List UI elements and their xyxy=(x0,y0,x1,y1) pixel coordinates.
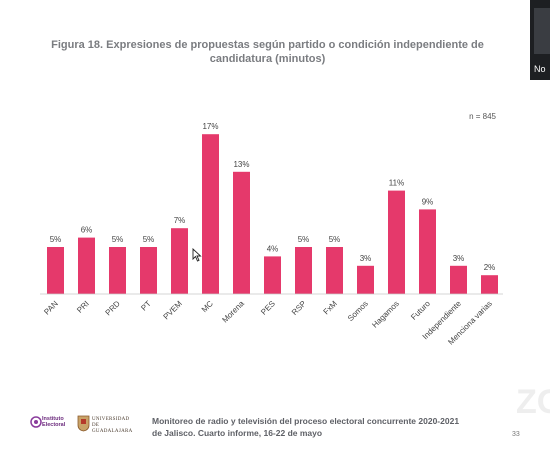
data-label-pes: 4% xyxy=(267,244,279,253)
page-number: 33 xyxy=(512,431,520,438)
udg-seal-icon xyxy=(77,415,90,432)
bar-somos xyxy=(357,265,374,294)
data-label-fxm: 5% xyxy=(329,235,341,244)
footer-line-2: de Jalisco. Cuarto informe, 16-22 de may… xyxy=(152,428,323,438)
tick-label-rsp: RSP xyxy=(290,299,308,317)
tick-label-fxm: FxM xyxy=(322,299,340,317)
bar-morena xyxy=(233,171,250,294)
tick-label-futuro: Futuro xyxy=(409,299,432,322)
bar-pt xyxy=(140,247,157,294)
zoom-watermark: ZO xyxy=(516,383,550,421)
tick-label-pt: PT xyxy=(139,299,153,313)
bar-pan xyxy=(47,247,64,294)
footer-caption: Monitoreo de radio y televisión del proc… xyxy=(152,415,492,439)
tick-label-pes: PES xyxy=(259,299,277,317)
bar-hagamos xyxy=(388,190,405,294)
data-label-pt: 5% xyxy=(143,235,155,244)
bar-menciona-varias xyxy=(481,275,498,294)
tick-label-prd: PRD xyxy=(104,299,122,317)
tick-label-hagamos: Hagamos xyxy=(370,299,401,330)
bar-fxm xyxy=(326,247,343,294)
tick-label-pan: PAN xyxy=(42,299,60,317)
sample-size-note: n = 845 xyxy=(469,112,496,121)
bar-pvem xyxy=(171,228,188,294)
data-label-hagamos: 11% xyxy=(389,179,404,188)
bar-mc xyxy=(202,134,219,294)
participant-name-label: No xyxy=(534,64,546,74)
data-label-prd: 5% xyxy=(112,235,124,244)
data-label-pri: 6% xyxy=(81,226,93,235)
data-label-morena: 13% xyxy=(233,160,249,169)
tick-label-somos: Somos xyxy=(346,299,370,323)
chart-title: Figura 18. Expresiones de propuestas seg… xyxy=(51,39,484,65)
tick-label-mc: MC xyxy=(200,299,215,314)
bar-rsp xyxy=(295,247,312,294)
participant-video-image xyxy=(534,8,550,54)
tick-label-pvem: PVEM xyxy=(162,299,185,322)
tick-label-morena: Morena xyxy=(220,299,246,325)
bar-prd xyxy=(109,247,126,294)
udg-logo-line-2: GUADALAJARA xyxy=(92,429,133,434)
iec-logo: Instituto Electoral xyxy=(30,413,70,435)
bar-futuro xyxy=(419,209,436,294)
data-label-menciona-varias: 2% xyxy=(484,263,496,272)
iec-logo-icon xyxy=(30,416,42,428)
data-label-independiente: 3% xyxy=(453,254,465,263)
data-label-rsp: 5% xyxy=(298,235,310,244)
data-label-futuro: 9% xyxy=(422,197,434,206)
data-label-somos: 3% xyxy=(360,254,372,263)
bar-pes xyxy=(264,256,281,294)
data-label-mc: 17% xyxy=(202,122,218,131)
participant-video-thumbnail[interactable]: No xyxy=(530,0,550,80)
footer-line-1: Monitoreo de radio y televisión del proc… xyxy=(152,416,460,426)
iec-logo-line-1: Instituto xyxy=(42,416,64,422)
bar-independiente xyxy=(450,265,467,294)
mouse-cursor-icon xyxy=(192,248,202,262)
tick-label-pri: PRI xyxy=(75,299,91,315)
data-label-pan: 5% xyxy=(50,235,62,244)
bar-pri xyxy=(78,237,95,294)
iec-logo-line-2: Electoral xyxy=(42,422,66,428)
udg-logo-line-1: UNIVERSIDAD DE xyxy=(92,417,130,428)
udg-logo: UNIVERSIDAD DE GUADALAJARA xyxy=(77,414,137,434)
data-label-pvem: 7% xyxy=(174,216,186,225)
